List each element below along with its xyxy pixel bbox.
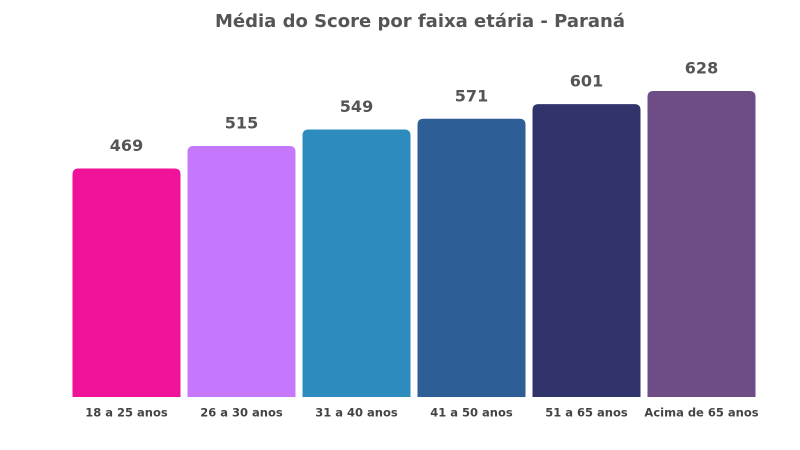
x-tick-label: 26 a 30 anos xyxy=(200,406,283,420)
chart-title: Média do Score por faixa etária - Paraná xyxy=(215,11,625,32)
x-tick-label: 51 a 65 anos xyxy=(545,406,628,420)
bar xyxy=(187,146,296,397)
x-tick-label: 31 a 40 anos xyxy=(315,406,398,420)
bar xyxy=(302,129,411,397)
x-tick-label: 41 a 50 anos xyxy=(430,406,513,420)
x-tick-label: Acima de 65 anos xyxy=(644,406,758,420)
bar xyxy=(532,104,641,397)
value-label: 469 xyxy=(110,136,143,155)
x-tick-label: 18 a 25 anos xyxy=(85,406,168,420)
bar xyxy=(417,118,526,397)
value-label: 601 xyxy=(570,72,603,91)
value-label: 549 xyxy=(340,97,373,116)
bar xyxy=(72,168,181,397)
value-label: 628 xyxy=(685,59,718,78)
bar xyxy=(647,91,756,397)
value-label: 571 xyxy=(455,86,488,105)
value-label: 515 xyxy=(225,114,258,133)
